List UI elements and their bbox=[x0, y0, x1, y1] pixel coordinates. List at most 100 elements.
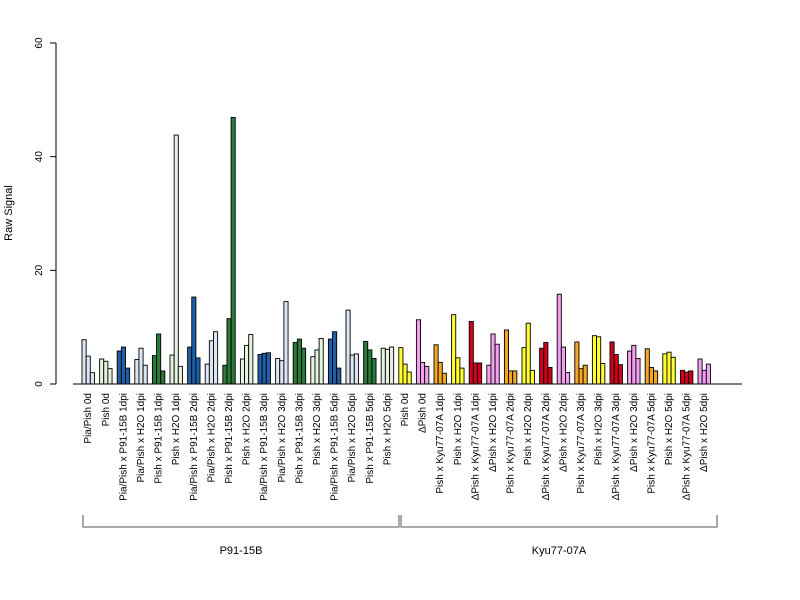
bar bbox=[384, 348, 390, 385]
bar bbox=[275, 357, 281, 385]
bar bbox=[195, 357, 201, 385]
bar bbox=[591, 335, 598, 385]
bar bbox=[389, 346, 395, 385]
bar bbox=[222, 364, 228, 385]
x-tick-label: Pia/Pish x H2O 5dpi bbox=[347, 393, 358, 483]
bar bbox=[120, 346, 126, 385]
x-tick-labels: Pia/Pish 0d Pish 0d Pia/Pish x P91-15B 1dp… bbox=[83, 393, 710, 501]
bar bbox=[156, 333, 162, 385]
x-tick-label: Pish x H2O 3dpi bbox=[594, 393, 605, 465]
bar bbox=[261, 352, 267, 385]
x-tick-label: ΔPish x Kyu77-07A 3dpi bbox=[611, 393, 622, 500]
bar bbox=[107, 368, 113, 385]
bar bbox=[336, 367, 342, 385]
bar bbox=[600, 363, 606, 385]
bar bbox=[648, 367, 654, 385]
bar bbox=[477, 362, 483, 385]
x-tick-label: Pish x Kyu77-07A 1dpi bbox=[435, 393, 446, 494]
x-tick-label: Pish x H2O 3dpi bbox=[312, 393, 323, 465]
bar bbox=[296, 338, 302, 385]
bar bbox=[310, 356, 316, 385]
group-bracket bbox=[400, 515, 718, 528]
bar bbox=[279, 360, 285, 385]
bar bbox=[441, 372, 447, 385]
x-tick-label: Pia/Pish 0d bbox=[83, 393, 94, 444]
x-tick-label: Pia/Pish x H2O 3dpi bbox=[277, 393, 288, 483]
bar bbox=[239, 358, 245, 385]
x-tick-label: ΔPish x H2O 3dpi bbox=[629, 393, 640, 472]
bar bbox=[353, 353, 359, 385]
bar bbox=[332, 331, 338, 385]
bar bbox=[134, 359, 140, 385]
x-tick-label: Pish 0d bbox=[101, 393, 112, 426]
bar bbox=[415, 319, 421, 385]
bar bbox=[503, 329, 509, 385]
x-tick-label: Pia/Pish x P91-15B 3dpi bbox=[259, 393, 270, 501]
bar bbox=[169, 354, 175, 385]
bar bbox=[459, 367, 465, 385]
bar bbox=[701, 369, 707, 385]
group-label: P91-15B bbox=[220, 545, 263, 557]
bar bbox=[565, 372, 571, 385]
bar bbox=[644, 348, 650, 385]
bar bbox=[89, 372, 95, 385]
bar bbox=[697, 358, 703, 385]
bar bbox=[226, 318, 232, 385]
bar bbox=[213, 331, 219, 385]
bar bbox=[160, 370, 166, 385]
y-tick-label: 20 bbox=[34, 264, 45, 276]
y-axis-label: Raw Signal bbox=[3, 185, 15, 241]
bar bbox=[116, 350, 122, 385]
bar bbox=[81, 339, 87, 385]
bar bbox=[529, 369, 535, 385]
bar bbox=[433, 344, 439, 385]
bar bbox=[371, 357, 377, 385]
bar bbox=[345, 309, 351, 385]
x-tick-label: ΔPish x Kyu77-07A 2dpi bbox=[541, 393, 552, 500]
bar bbox=[666, 351, 672, 385]
bar bbox=[627, 350, 633, 385]
bar bbox=[265, 352, 271, 385]
bar bbox=[490, 333, 496, 385]
bar bbox=[512, 370, 518, 385]
bar bbox=[670, 356, 676, 385]
bar bbox=[420, 361, 426, 385]
bar bbox=[521, 347, 527, 385]
bar bbox=[617, 364, 623, 385]
bar bbox=[349, 354, 355, 385]
x-tick-label: Pia/Pish x P91-15B 5dpi bbox=[330, 393, 341, 501]
bar bbox=[230, 117, 236, 385]
bar bbox=[437, 361, 443, 385]
bar bbox=[609, 341, 615, 385]
bar bbox=[525, 322, 531, 385]
bar bbox=[406, 371, 412, 385]
bar bbox=[99, 358, 105, 385]
bar bbox=[653, 370, 659, 385]
x-tick-label: Pish x Kyu77-07A 5dpi bbox=[646, 393, 657, 494]
bar bbox=[103, 360, 109, 385]
x-tick-label: Pish x P91-15B 3dpi bbox=[294, 393, 305, 484]
bar bbox=[380, 347, 386, 385]
bar bbox=[451, 314, 457, 385]
group-label: Kyu77-07A bbox=[532, 545, 587, 557]
y-axis: 0 20 40 60 bbox=[34, 37, 57, 387]
x-tick-label: Pish x Kyu77-07A 3dpi bbox=[576, 393, 587, 494]
x-tick-label: Pish x H2O 1dpi bbox=[171, 393, 182, 465]
bar bbox=[191, 296, 197, 385]
bar bbox=[125, 367, 131, 385]
bar bbox=[705, 363, 711, 385]
bar bbox=[138, 347, 144, 385]
x-tick-label: ΔPish x Kyu77-07A 5dpi bbox=[682, 393, 693, 500]
bar bbox=[208, 340, 214, 385]
x-tick-label: Pish x H2O 2dpi bbox=[523, 393, 534, 465]
bar bbox=[560, 346, 566, 385]
bar bbox=[578, 368, 584, 385]
bar bbox=[402, 363, 408, 385]
x-tick-label: ΔPish x H2O 5dpi bbox=[699, 393, 710, 472]
bar bbox=[257, 353, 263, 385]
x-tick-label: ΔPish 0d bbox=[418, 393, 429, 433]
bar bbox=[283, 301, 289, 385]
x-tick-label: ΔPish x H2O 1dpi bbox=[488, 393, 499, 472]
x-tick-label: Pish x P91-15B 1dpi bbox=[154, 393, 165, 484]
